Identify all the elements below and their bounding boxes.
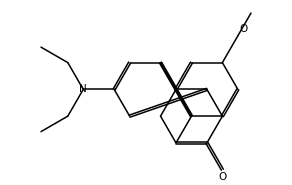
- Text: O: O: [239, 24, 248, 34]
- Text: N: N: [79, 84, 87, 94]
- Text: O: O: [218, 172, 227, 182]
